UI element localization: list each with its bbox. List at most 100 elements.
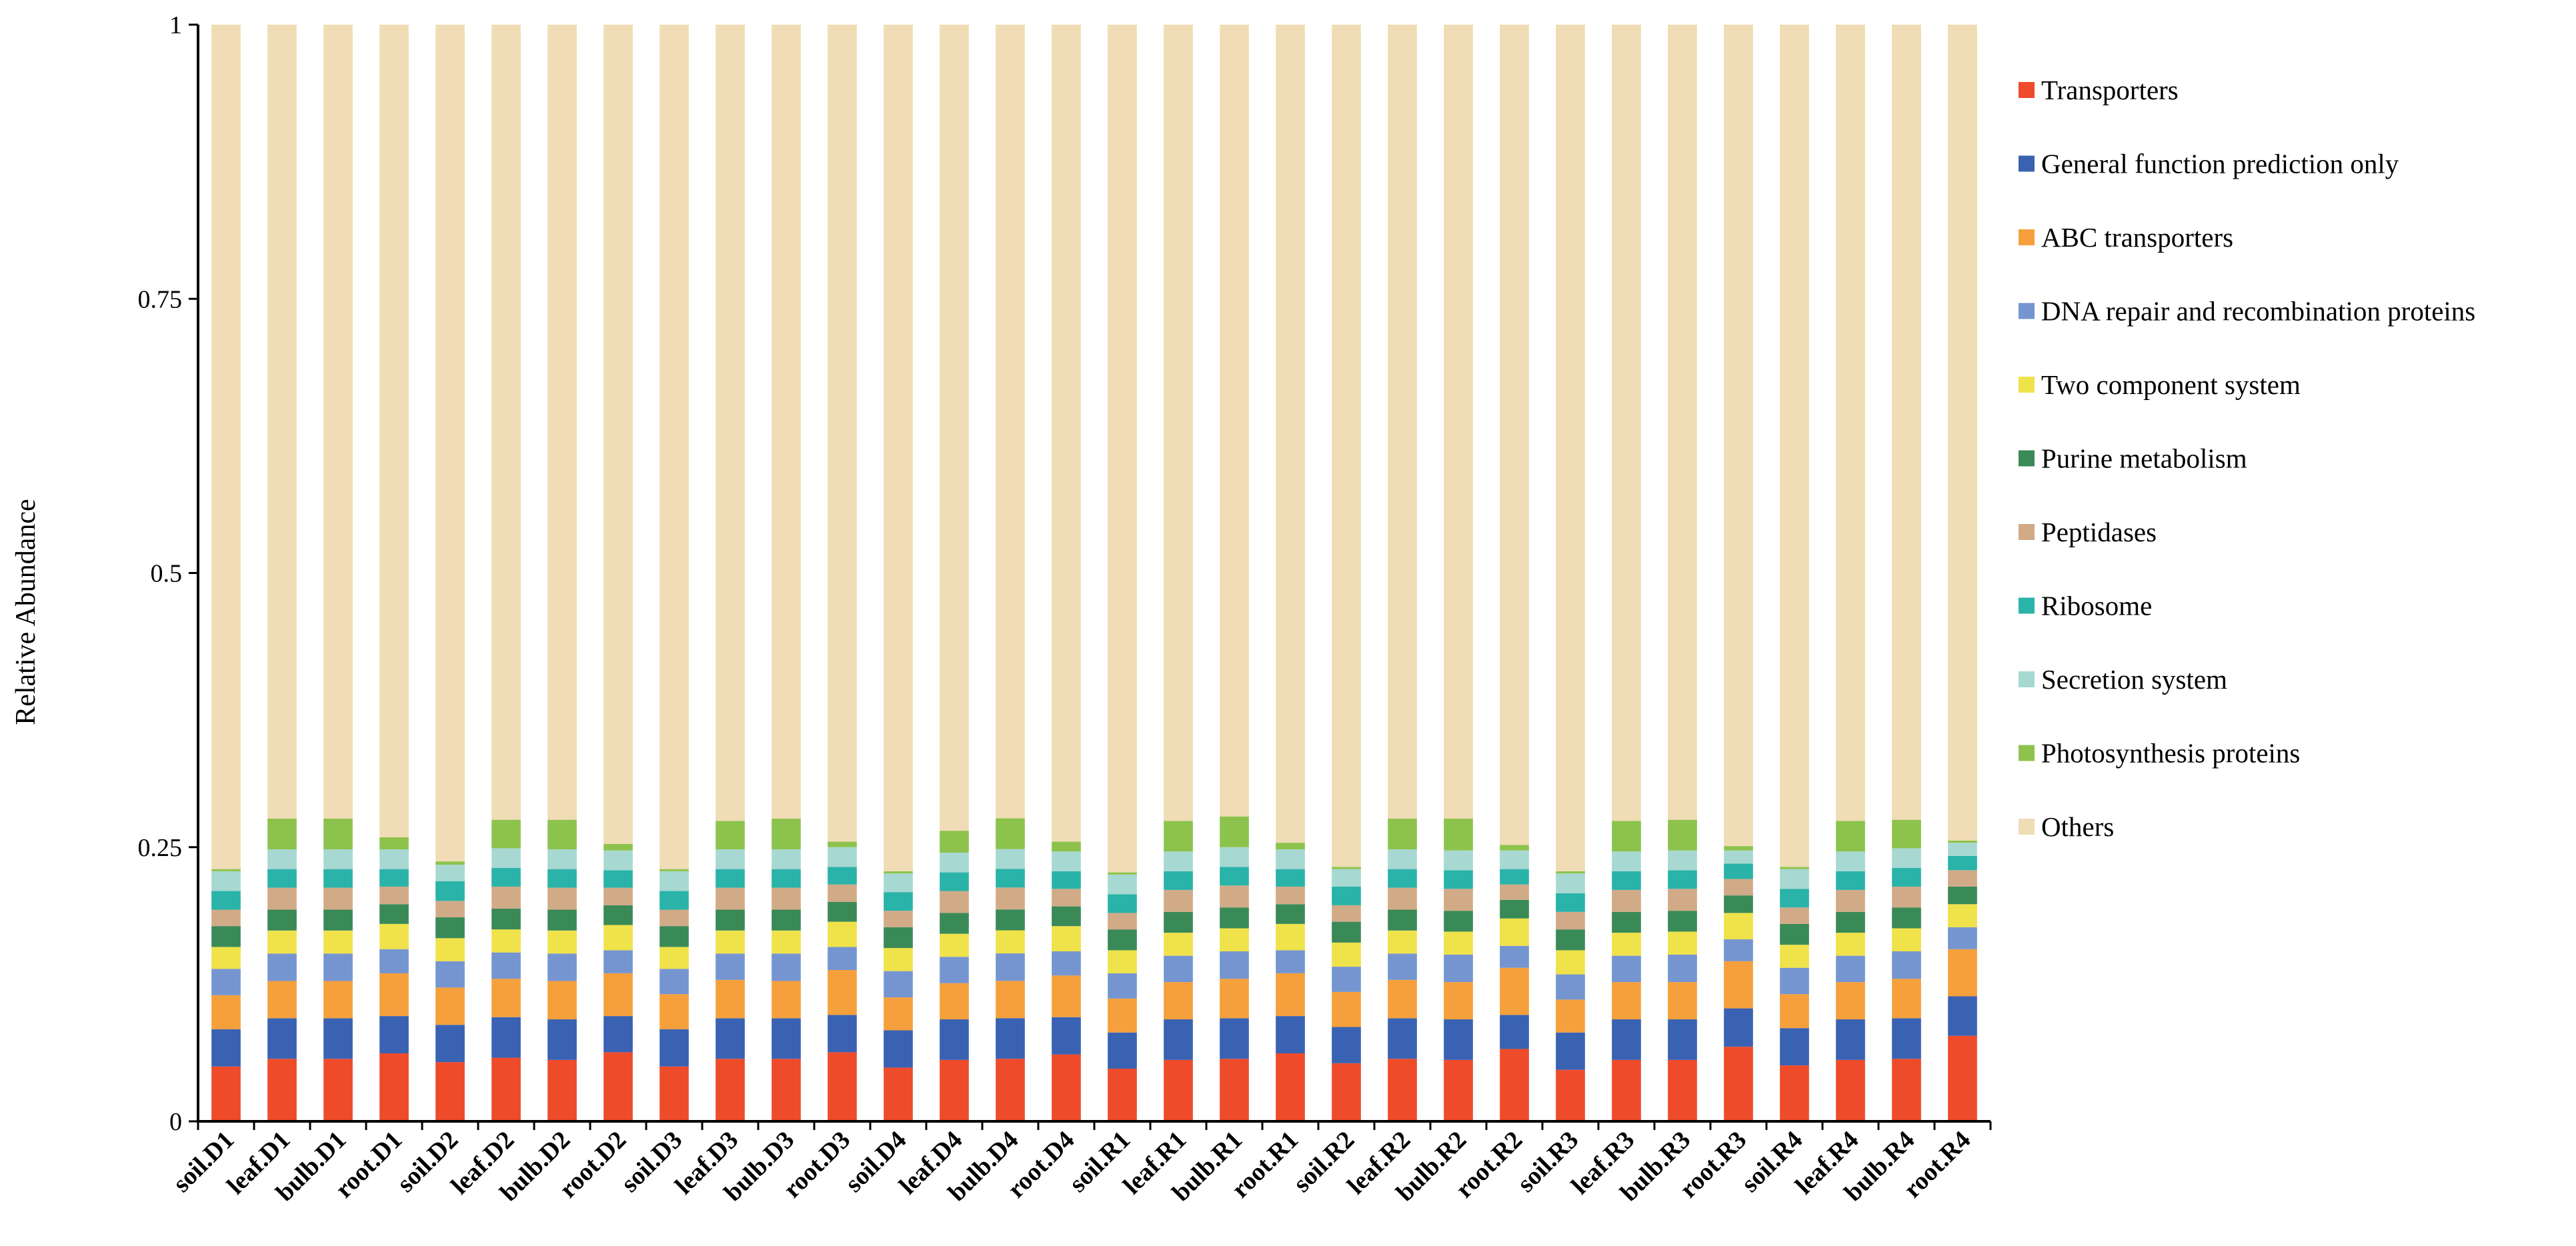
bar-segment-10-soil.D1 — [211, 869, 241, 871]
bar-segment-11-soil.R3 — [1556, 25, 1585, 871]
bar-segment-9-bulb.D3 — [772, 849, 801, 869]
bar-segment-1-bulb.D3 — [772, 1059, 801, 1121]
bar-segment-7-bulb.D3 — [772, 887, 801, 910]
bar-segment-3-leaf.D2 — [491, 979, 521, 1017]
bar-segment-5-root.R4 — [1948, 904, 1977, 927]
bar-segment-4-soil.R2 — [1332, 967, 1361, 992]
bar-segment-2-leaf.D3 — [716, 1018, 745, 1059]
bar-segment-11-bulb.D2 — [547, 25, 577, 820]
bar-segment-2-leaf.R1 — [1164, 1019, 1193, 1060]
bar-segment-4-root.D1 — [379, 949, 409, 973]
bar-segment-11-soil.D4 — [884, 25, 913, 871]
bar-segment-5-root.D4 — [1052, 926, 1081, 952]
bar-segment-1-soil.D3 — [660, 1066, 689, 1121]
bar-segment-10-bulb.D1 — [323, 818, 353, 850]
bar-segment-11-soil.R4 — [1780, 25, 1809, 867]
bar-segment-2-root.R2 — [1500, 1015, 1529, 1049]
bar-segment-7-root.R3 — [1724, 879, 1753, 896]
bar-segment-1-root.R4 — [1948, 1035, 1977, 1121]
bar-segment-6-bulb.R3 — [1668, 911, 1697, 932]
bar-segment-8-soil.R1 — [1108, 894, 1137, 913]
bar-segment-10-root.R1 — [1276, 843, 1305, 850]
y-tick-label: 1 — [169, 11, 182, 39]
bar-segment-2-root.R4 — [1948, 996, 1977, 1036]
bar-segment-7-leaf.R3 — [1612, 889, 1641, 912]
bar-segment-1-leaf.R4 — [1836, 1059, 1865, 1121]
bar-segment-9-bulb.D4 — [996, 849, 1025, 869]
legend-label: Transporters — [2041, 75, 2179, 105]
bar-segment-5-soil.D4 — [884, 948, 913, 971]
bar-segment-3-leaf.R3 — [1612, 982, 1641, 1020]
bar-segment-4-root.R4 — [1948, 927, 1977, 949]
bar-segment-5-bulb.D3 — [772, 930, 801, 954]
bar-segment-11-bulb.D1 — [323, 25, 353, 819]
bar-segment-1-leaf.R3 — [1612, 1059, 1641, 1121]
bar-segment-6-soil.D4 — [884, 927, 913, 949]
bar-segment-9-soil.R3 — [1556, 873, 1585, 893]
bar-segment-5-leaf.D4 — [940, 933, 969, 957]
bar-segment-6-leaf.R4 — [1836, 911, 1865, 933]
bar-segment-9-soil.D3 — [660, 871, 689, 891]
bar-segment-6-leaf.D4 — [940, 913, 969, 934]
bar-segment-3-bulb.R2 — [1444, 982, 1473, 1020]
bar-segment-6-root.R4 — [1948, 886, 1977, 905]
bar-segment-2-bulb.R3 — [1668, 1019, 1697, 1060]
bar-segment-10-soil.R4 — [1780, 867, 1809, 869]
bar-segment-6-root.R2 — [1500, 899, 1529, 919]
legend-swatch — [2019, 82, 2035, 98]
legend-label: ABC transporters — [2041, 222, 2233, 253]
bar-segment-3-bulb.D2 — [547, 981, 577, 1020]
bar-segment-3-bulb.D1 — [323, 981, 353, 1019]
bar-segment-8-root.D4 — [1052, 871, 1081, 889]
bar-segment-8-root.D3 — [828, 867, 857, 885]
bar-segment-2-leaf.D1 — [267, 1018, 297, 1059]
bar-segment-4-leaf.R2 — [1388, 953, 1417, 980]
bar-segment-1-soil.D2 — [435, 1062, 465, 1121]
bar-segment-1-bulb.D4 — [996, 1059, 1025, 1121]
bar-segment-5-soil.R2 — [1332, 942, 1361, 967]
bar-segment-10-root.D2 — [603, 843, 633, 851]
bar-segment-2-soil.D1 — [211, 1029, 241, 1067]
bar-segment-9-bulb.R2 — [1444, 850, 1473, 871]
bar-segment-1-root.R1 — [1276, 1053, 1305, 1121]
bar-segment-7-root.D4 — [1052, 889, 1081, 907]
bar-segment-9-root.R3 — [1724, 850, 1753, 864]
x-ticks-group: soil.D1leaf.D1bulb.D1root.D1soil.D2leaf.… — [167, 1121, 1992, 1207]
legend-label: Ribosome — [2041, 591, 2152, 621]
bar-segment-2-root.D3 — [828, 1015, 857, 1053]
bar-segment-8-root.R1 — [1276, 869, 1305, 887]
bar-segment-1-root.R2 — [1500, 1049, 1529, 1121]
bar-segment-1-soil.R1 — [1108, 1069, 1137, 1121]
bar-segment-7-soil.D2 — [435, 901, 465, 918]
bar-segment-2-bulb.D4 — [996, 1018, 1025, 1059]
legend-swatch — [2019, 450, 2035, 467]
bar-segment-1-soil.R2 — [1332, 1063, 1361, 1121]
bar-segment-1-root.D1 — [379, 1053, 409, 1121]
bar-segment-9-bulb.D1 — [323, 849, 353, 869]
bar-segment-1-leaf.D2 — [491, 1057, 521, 1121]
bar-segment-11-leaf.R4 — [1836, 25, 1865, 821]
axes-group — [197, 25, 1991, 1123]
bar-segment-7-bulb.D4 — [996, 887, 1025, 910]
bar-segment-4-leaf.D2 — [491, 952, 521, 979]
bar-segment-5-soil.D3 — [660, 947, 689, 969]
legend-swatch — [2019, 524, 2035, 540]
bar-segment-6-root.D2 — [603, 905, 633, 925]
bar-segment-4-bulb.D4 — [996, 953, 1025, 981]
bar-segment-5-root.D1 — [379, 923, 409, 949]
bar-segment-5-leaf.D3 — [716, 930, 745, 954]
y-tick-label: 0.75 — [138, 285, 183, 313]
legend-label: Others — [2041, 811, 2114, 842]
bar-segment-1-leaf.R2 — [1388, 1059, 1417, 1121]
bar-segment-6-leaf.R1 — [1164, 911, 1193, 933]
bar-segment-8-leaf.R4 — [1836, 871, 1865, 890]
bar-segment-7-root.R1 — [1276, 886, 1305, 905]
bar-segment-3-bulb.R4 — [1892, 979, 1921, 1019]
bar-segment-9-leaf.D2 — [491, 848, 521, 868]
bar-segment-8-bulb.R2 — [1444, 870, 1473, 889]
bar-segment-5-root.R2 — [1500, 918, 1529, 946]
bar-segment-5-bulb.D4 — [996, 930, 1025, 954]
bar-segment-2-soil.D2 — [435, 1025, 465, 1063]
bar-segment-1-soil.R3 — [1556, 1069, 1585, 1121]
bar-segment-10-bulb.D4 — [996, 818, 1025, 849]
